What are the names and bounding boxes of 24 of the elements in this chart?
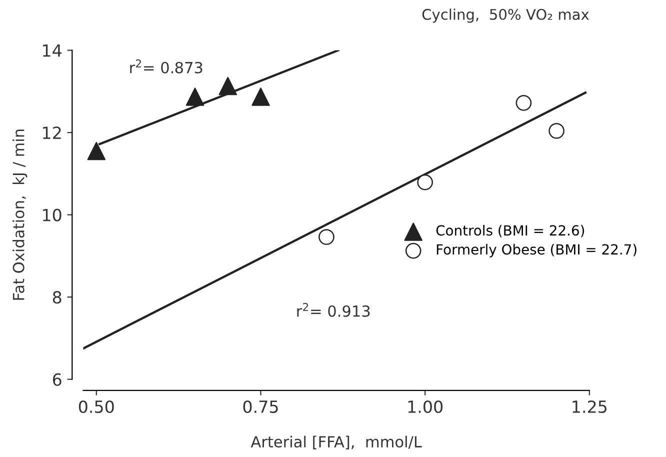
- point: [548, 122, 564, 139]
- y-tick-label: 12: [43, 126, 61, 139]
- annotation: r$^{2}$= 0.913: [297, 302, 370, 317]
- x-tick-label: 1.25: [572, 400, 607, 414]
- y-tick-label: 10: [43, 208, 62, 222]
- x-tick-label: 0.50: [78, 400, 114, 414]
- x-axis-title: Arterial [FFA], mmol/L: [250, 436, 422, 450]
- point: [252, 88, 270, 106]
- x-tick-label: 1.00: [408, 400, 443, 414]
- y-tick-label: 14: [43, 44, 62, 57]
- x-tick-label: 0.75: [243, 400, 278, 414]
- y-tick-label: 6: [52, 373, 62, 386]
- point: [516, 95, 532, 111]
- legend-label: Formerly Obese (BMI = 22.7): [436, 244, 636, 258]
- chart-title: Cycling, 50% VO₂ max: [422, 8, 589, 23]
- y-axis-title: Fat Oxidation, kJ / min: [12, 130, 28, 300]
- point: [218, 76, 237, 96]
- annotation: r$^{2}$= 0.873: [130, 59, 202, 74]
- point: [87, 142, 106, 160]
- y-tick-label: 8: [52, 291, 62, 304]
- point: [417, 174, 433, 190]
- point: [186, 88, 204, 106]
- point: [318, 229, 334, 245]
- legend-label: Controls (BMI = 22.6): [436, 224, 584, 238]
